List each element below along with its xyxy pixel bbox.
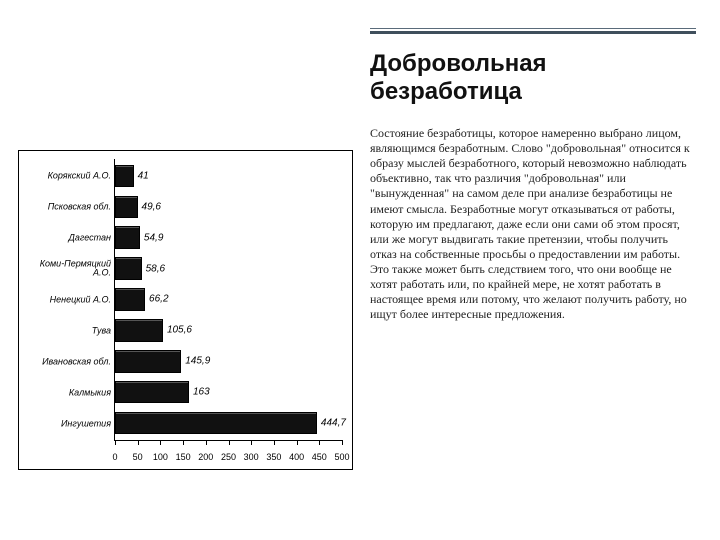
chart-xtick	[297, 440, 298, 445]
chart-xtick	[319, 440, 320, 445]
chart-row: 145,9	[115, 350, 342, 372]
chart-row: 58,6	[115, 257, 342, 279]
chart-xtick	[115, 440, 116, 445]
chart-plot-area: 0501001502002503003504004505004149,654,9…	[114, 159, 342, 441]
chart-xtick	[229, 440, 230, 445]
chart-xtick-label: 0	[112, 452, 117, 462]
chart-row: 163	[115, 381, 342, 403]
chart-xtick	[138, 440, 139, 445]
chart-row: 444,7	[115, 412, 342, 434]
chart-xtick	[342, 440, 343, 445]
chart-category-label: Коми-Пермяцкий А.О.	[20, 260, 114, 279]
chart-category-label: Ненецкий А.О.	[20, 295, 114, 304]
chart-panel: Корякский А.О. Псковская обл. Дагестан Коми…	[18, 150, 353, 470]
chart-xtick-label: 200	[198, 452, 213, 462]
chart-bar	[115, 196, 138, 218]
decorative-rule	[370, 28, 696, 34]
chart-xtick	[206, 440, 207, 445]
chart-row: 66,2	[115, 288, 342, 310]
chart-value-label: 49,6	[142, 201, 161, 212]
chart-value-label: 58,6	[146, 263, 165, 274]
chart-row: 49,6	[115, 196, 342, 218]
chart-xtick	[251, 440, 252, 445]
body-text: Состояние безработицы, которое намеренно…	[370, 126, 696, 322]
chart-bar	[115, 226, 140, 248]
chart-xtick-label: 100	[153, 452, 168, 462]
chart-bar	[115, 350, 181, 372]
chart-value-label: 444,7	[321, 418, 346, 429]
chart-value-label: 163	[193, 387, 210, 398]
chart-category-label: Корякский А.О.	[20, 171, 114, 180]
chart-value-label: 41	[138, 170, 149, 181]
chart-row: 54,9	[115, 226, 342, 248]
chart-bar	[115, 319, 163, 341]
chart-xtick-label: 500	[334, 452, 349, 462]
chart-xtick	[274, 440, 275, 445]
chart-y-labels: Корякский А.О. Псковская обл. Дагестан Коми…	[19, 159, 114, 441]
chart-xtick-label: 400	[289, 452, 304, 462]
chart-bar	[115, 381, 189, 403]
chart-value-label: 54,9	[144, 232, 163, 243]
chart-row: 105,6	[115, 319, 342, 341]
chart-category-label: Калмыкия	[20, 388, 114, 397]
chart-bar	[115, 288, 145, 310]
chart-bar	[115, 165, 134, 187]
chart-value-label: 66,2	[149, 294, 168, 305]
chart-value-label: 105,6	[167, 325, 192, 336]
chart-xtick	[160, 440, 161, 445]
chart-category-label: Ивановская обл.	[20, 357, 114, 366]
page-title: Добровольная безработица	[370, 50, 696, 105]
chart-xtick-label: 50	[133, 452, 143, 462]
chart-xtick-label: 450	[312, 452, 327, 462]
chart-value-label: 145,9	[185, 356, 210, 367]
chart-category-label: Дагестан	[20, 233, 114, 242]
chart-category-label: Тува	[20, 326, 114, 335]
chart-xtick-label: 350	[266, 452, 281, 462]
chart-bar	[115, 257, 142, 279]
chart-category-label: Ингушетия	[20, 419, 114, 428]
chart-row: 41	[115, 165, 342, 187]
slide-root: Добровольная безработица Состояние безра…	[0, 0, 720, 540]
chart-xtick-label: 300	[244, 452, 259, 462]
chart-xtick-label: 250	[221, 452, 236, 462]
chart-xtick	[183, 440, 184, 445]
chart-xtick-label: 150	[176, 452, 191, 462]
chart-bar	[115, 412, 317, 434]
chart-category-label: Псковская обл.	[20, 202, 114, 211]
